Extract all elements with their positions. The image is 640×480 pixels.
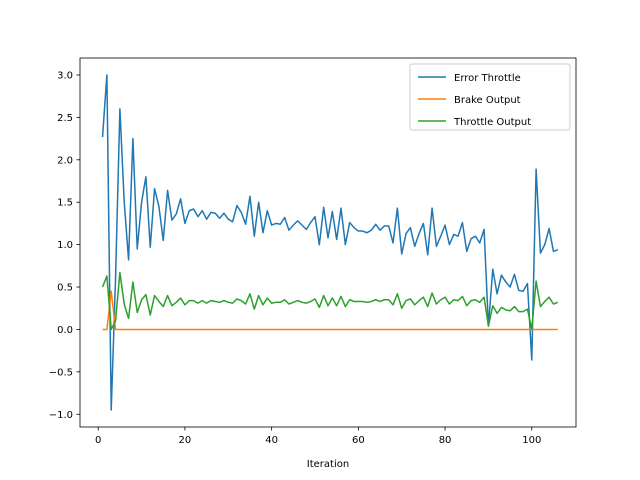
x-tick-label: 20 xyxy=(179,435,192,446)
y-tick-label: 3.0 xyxy=(57,70,73,81)
y-tick-label: −0.5 xyxy=(49,367,73,378)
legend: Error Throttle Brake Output Throttle Outpu… xyxy=(409,63,571,131)
legend-box xyxy=(409,63,571,131)
legend-label: Brake Output xyxy=(454,95,521,106)
y-tick-label: 1.5 xyxy=(57,198,73,209)
x-axis-ticks: 0 20 40 60 80 100 xyxy=(95,427,541,446)
legend-label: Throttle Output xyxy=(453,117,531,128)
series-line-throttle-output xyxy=(101,271,559,331)
x-tick-label: 0 xyxy=(95,435,101,446)
legend-label: Error Throttle xyxy=(454,73,521,84)
series-line-brake-output xyxy=(102,290,558,331)
x-tick-label: 40 xyxy=(265,435,278,446)
series-line-error-throttle xyxy=(101,74,559,411)
axes-frame xyxy=(79,57,577,428)
y-tick-label: 1.0 xyxy=(57,240,73,251)
y-tick-label: 2.0 xyxy=(57,155,73,166)
x-tick-label: 100 xyxy=(522,435,541,446)
x-tick-label: 80 xyxy=(439,435,452,446)
y-axis-ticks: −1.0 −0.5 0.0 0.5 1.0 1.5 2.0 2.5 3.0 xyxy=(49,70,80,421)
y-tick-label: 0.5 xyxy=(57,283,73,294)
x-axis-label: Iteration xyxy=(307,459,349,470)
y-tick-label: −1.0 xyxy=(49,410,73,421)
series-layer xyxy=(101,74,559,411)
x-tick-label: 60 xyxy=(352,435,365,446)
y-tick-label: 2.5 xyxy=(57,113,73,124)
y-tick-label: 0.0 xyxy=(57,325,73,336)
